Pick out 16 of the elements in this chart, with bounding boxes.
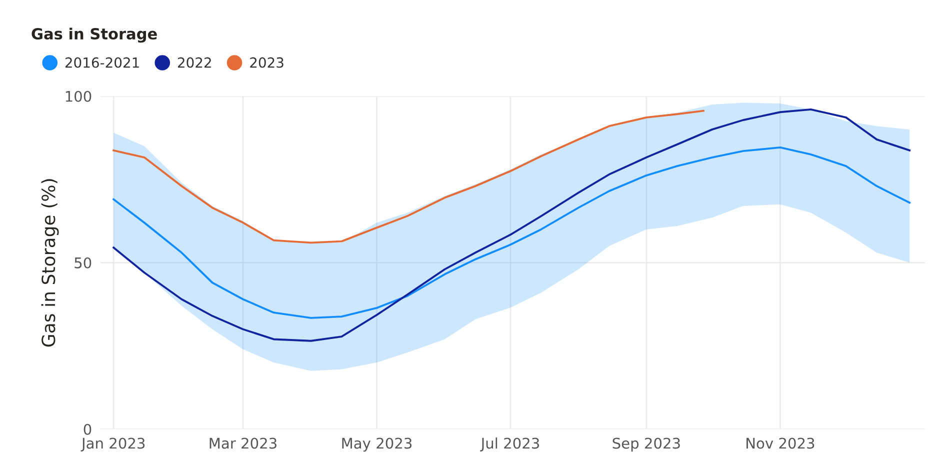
x-tick-label: May 2023 xyxy=(342,438,412,452)
legend-label: 2023 xyxy=(250,57,284,68)
line-series xyxy=(112,146,911,319)
y-tick-label: 100 xyxy=(66,90,92,102)
x-tick-label: Jan 2023 xyxy=(80,438,145,452)
line-series xyxy=(112,110,704,244)
y-tick-label: 0 xyxy=(84,424,92,435)
x-tick-label: Mar 2023 xyxy=(210,438,276,449)
x-tick-label: Sep 2023 xyxy=(612,438,680,452)
x-tick-label: Nov 2023 xyxy=(746,438,814,449)
legend-label: 2022 xyxy=(178,57,211,68)
x-tick-label: Jul 2023 xyxy=(480,437,540,452)
y-tick-label: 50 xyxy=(74,257,92,268)
chart-title: Gas in Storage xyxy=(32,28,157,43)
y-axis-title: Gas in Storage (%) xyxy=(41,179,59,347)
legend-label: 2016-2021 xyxy=(65,57,139,68)
